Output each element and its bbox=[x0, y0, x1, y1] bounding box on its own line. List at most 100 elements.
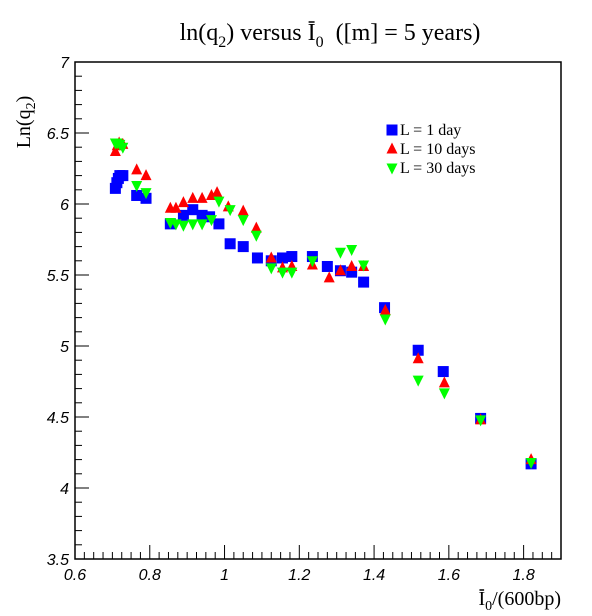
data-point bbox=[525, 457, 537, 469]
data-point bbox=[196, 219, 208, 231]
data-point bbox=[237, 215, 249, 227]
data-point bbox=[250, 221, 262, 233]
data-point bbox=[276, 267, 288, 279]
data-point bbox=[358, 276, 370, 288]
data-point bbox=[140, 188, 152, 200]
data-points bbox=[109, 136, 537, 470]
data-point bbox=[131, 181, 143, 193]
y-axis-label-part: Ln(q bbox=[13, 109, 35, 148]
data-point bbox=[140, 169, 152, 181]
legend-marker bbox=[386, 142, 398, 154]
data-point bbox=[346, 244, 358, 256]
y-tick-label: 4.5 bbox=[47, 410, 69, 427]
data-point bbox=[346, 259, 358, 271]
x-tick-label: 1.2 bbox=[288, 567, 310, 584]
data-point bbox=[211, 186, 223, 198]
chart-title-part: ln(q bbox=[180, 20, 219, 46]
x-tick-label: 1.8 bbox=[512, 567, 534, 584]
x-tick-label: 1.6 bbox=[438, 567, 460, 584]
series-1 bbox=[109, 170, 537, 470]
data-point bbox=[321, 260, 333, 272]
chart-title-overline-symbol: I bbox=[308, 20, 316, 46]
data-point bbox=[131, 163, 143, 175]
y-tick-label: 4 bbox=[60, 481, 69, 498]
data-point bbox=[187, 219, 199, 231]
y-axis-ticks: 3.5 4 4.5 5 5.5 6 6.5 7 bbox=[47, 55, 89, 569]
series-2 bbox=[109, 136, 537, 465]
data-point bbox=[177, 196, 189, 208]
legend-label: L = 10 days bbox=[400, 141, 476, 158]
y-axis-label-part: ) bbox=[13, 96, 35, 103]
data-point bbox=[379, 304, 391, 315]
chart-title-part: ([m] = 5 years) bbox=[324, 20, 481, 46]
legend: L = 1 day L = 10 days L = 30 days bbox=[386, 122, 476, 177]
y-axis-label: Ln(q2) bbox=[13, 96, 39, 149]
data-point bbox=[224, 238, 236, 250]
data-point bbox=[251, 252, 263, 264]
data-point bbox=[475, 415, 487, 427]
data-point bbox=[237, 241, 249, 253]
data-point bbox=[334, 247, 346, 259]
data-point bbox=[131, 189, 143, 201]
data-point bbox=[187, 204, 199, 216]
data-point bbox=[438, 376, 450, 388]
data-point bbox=[306, 256, 318, 268]
data-point bbox=[346, 266, 358, 278]
data-point bbox=[323, 271, 335, 283]
data-point bbox=[334, 264, 346, 276]
data-point bbox=[379, 314, 391, 326]
data-point bbox=[438, 388, 450, 400]
data-point bbox=[437, 366, 449, 378]
y-tick-label: 6 bbox=[60, 197, 69, 214]
y-tick-label: 3.5 bbox=[47, 552, 69, 569]
data-point bbox=[213, 218, 225, 230]
data-point bbox=[213, 196, 225, 208]
y-tick-label: 5 bbox=[60, 339, 69, 356]
data-point bbox=[117, 142, 129, 154]
x-axis-label-part: /(600bp) bbox=[492, 588, 561, 610]
x-tick-label: 0.6 bbox=[64, 567, 86, 584]
chart-title: ln(q2) versus I0 ([m] = 5 years) bbox=[180, 20, 481, 51]
data-point bbox=[196, 209, 208, 221]
data-point bbox=[286, 267, 298, 279]
data-point bbox=[224, 205, 236, 217]
plot-frame bbox=[74, 61, 562, 560]
data-point bbox=[276, 252, 288, 264]
legend-marker bbox=[386, 124, 398, 136]
y-tick-label: 6.5 bbox=[47, 126, 69, 143]
x-axis-ticks: 0.6 0.8 1 1.2 1.4 1.6 1.8 bbox=[64, 545, 562, 584]
legend-label: L = 30 days bbox=[400, 160, 476, 177]
data-point bbox=[265, 263, 277, 275]
x-axis-label-subscript: 0 bbox=[485, 599, 492, 614]
data-point bbox=[265, 251, 277, 263]
data-point bbox=[205, 215, 217, 227]
data-point bbox=[412, 375, 424, 387]
y-tick-label: 7 bbox=[60, 55, 70, 72]
data-point bbox=[286, 251, 298, 263]
x-tick-label: 1.4 bbox=[363, 567, 385, 584]
legend-label: L = 1 day bbox=[400, 122, 461, 139]
chart-title-subscript: 2 bbox=[218, 34, 226, 51]
data-point bbox=[358, 260, 370, 272]
y-axis-label-subscript: 2 bbox=[24, 102, 39, 109]
data-point bbox=[177, 209, 189, 221]
data-point bbox=[109, 144, 121, 156]
data-point bbox=[250, 230, 262, 242]
data-point bbox=[196, 191, 208, 203]
series-3 bbox=[109, 138, 537, 469]
x-tick-label: 0.8 bbox=[139, 567, 161, 584]
data-point bbox=[117, 170, 129, 182]
chart-title-subscript: 0 bbox=[316, 34, 324, 51]
data-point bbox=[412, 344, 424, 356]
chart-title-part: ) versus bbox=[226, 20, 307, 46]
data-point bbox=[170, 201, 182, 213]
x-tick-label: 1 bbox=[220, 567, 229, 584]
data-point bbox=[237, 204, 249, 216]
data-point bbox=[187, 191, 199, 203]
legend-marker bbox=[386, 163, 398, 175]
data-point bbox=[109, 182, 121, 194]
x-axis-label: I0/(600bp) bbox=[478, 588, 561, 614]
x-axis-label-overline-symbol: I bbox=[478, 588, 485, 610]
data-point bbox=[412, 352, 424, 364]
